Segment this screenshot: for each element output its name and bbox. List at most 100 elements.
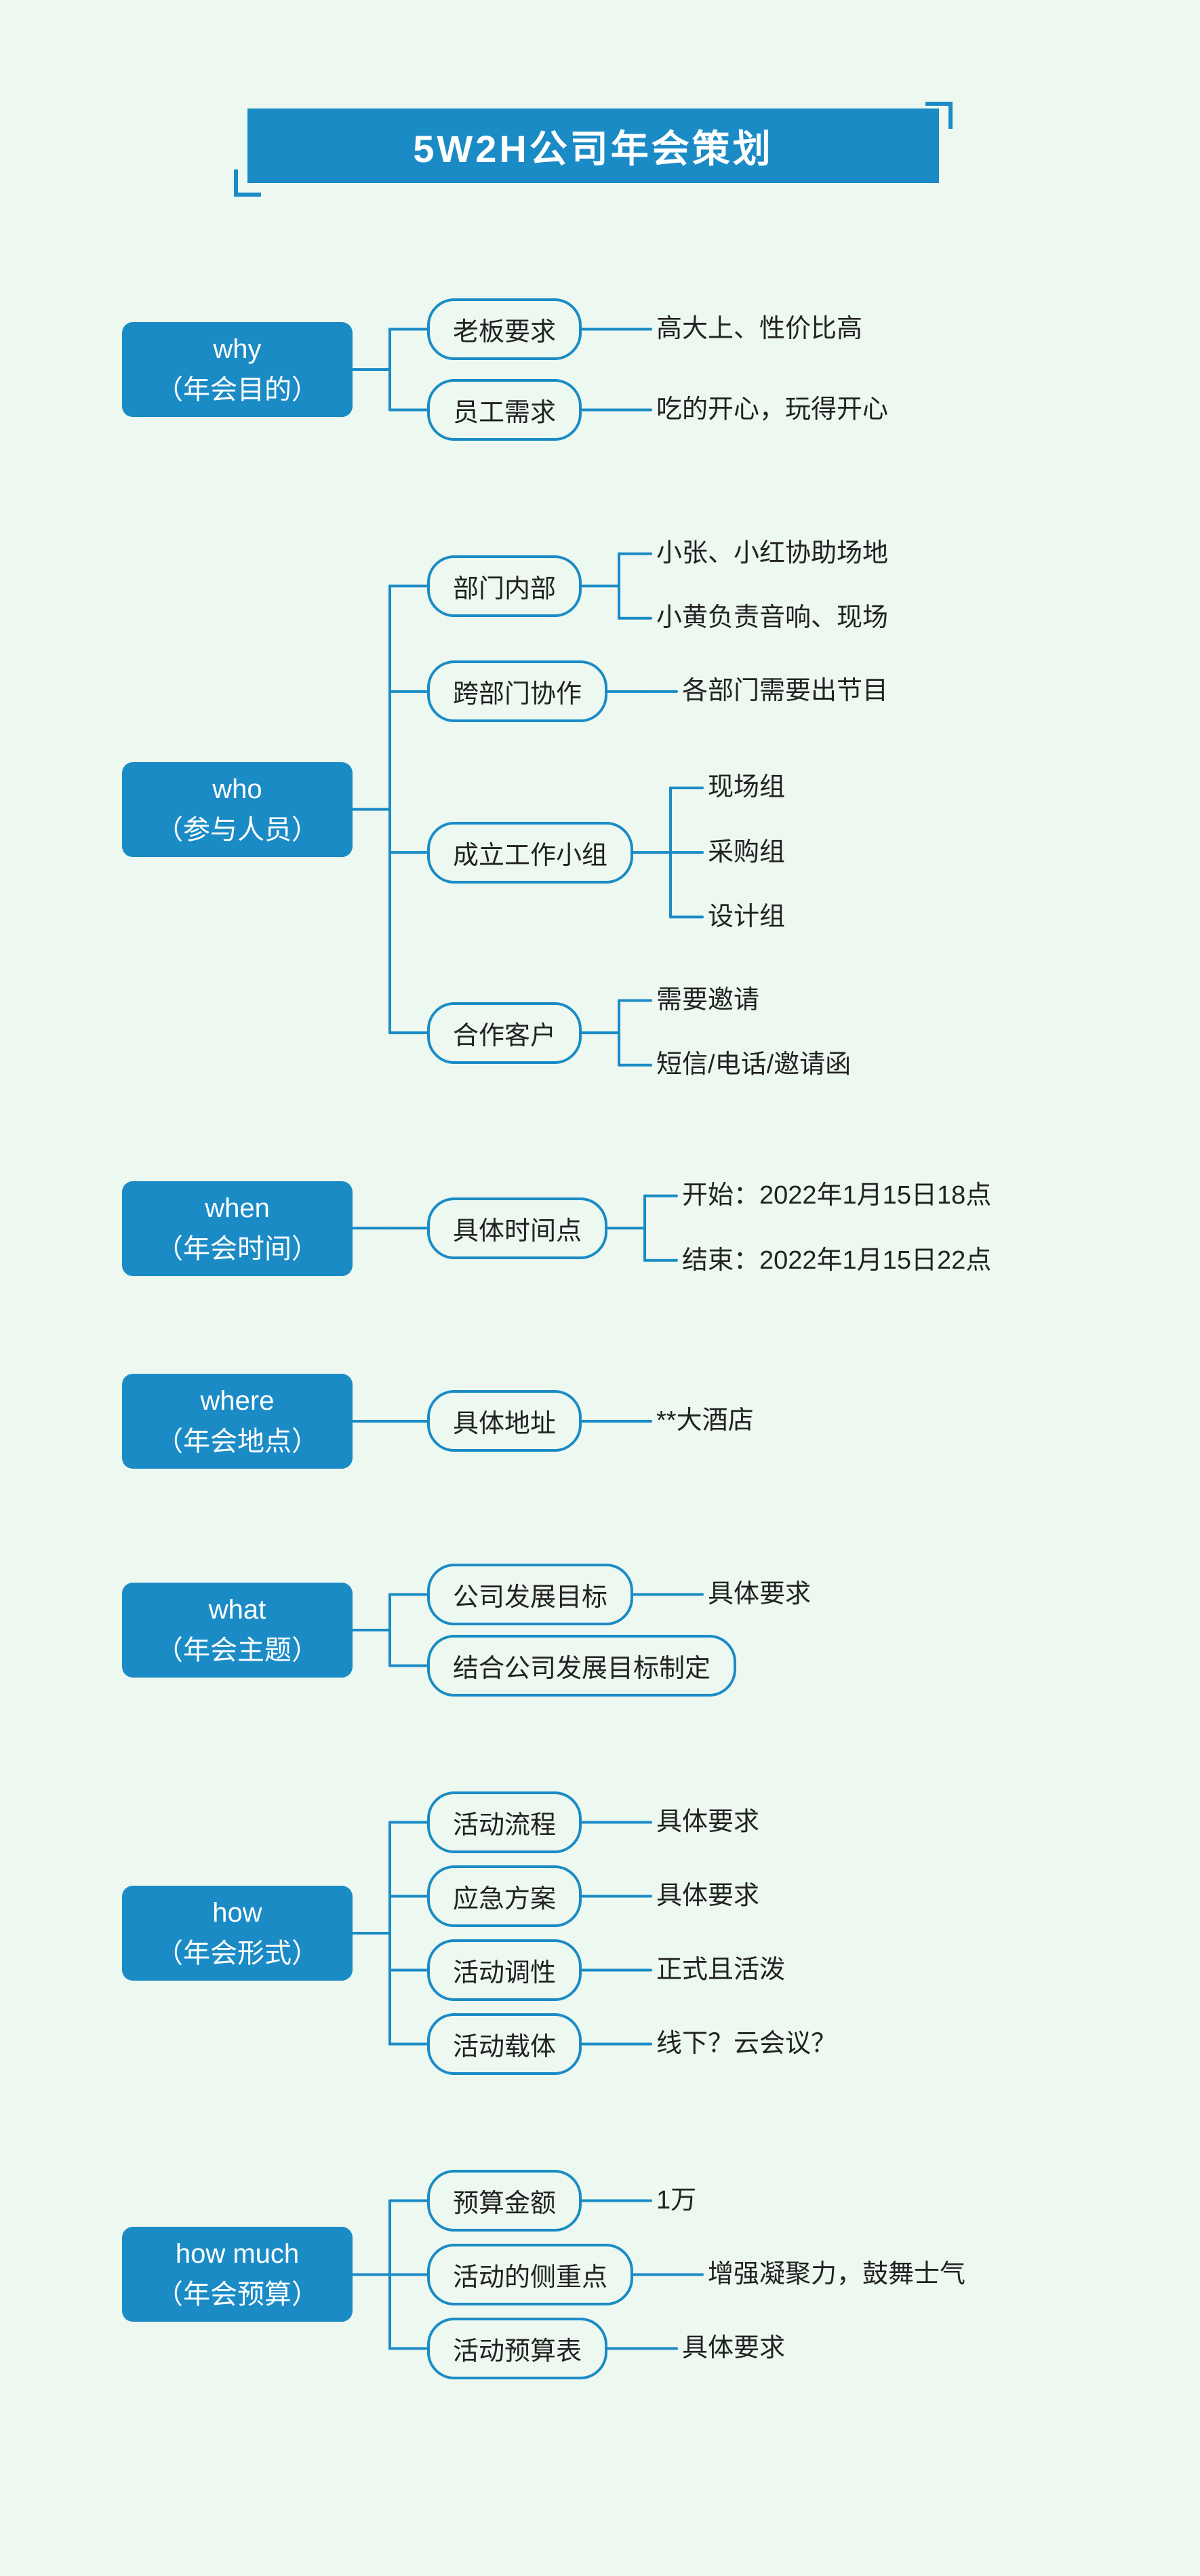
mid-node: 老板要求	[427, 298, 582, 360]
root-label-en: what	[209, 1589, 266, 1630]
mid-node: 成立工作小组	[427, 822, 633, 884]
root-how: how（年会形式）	[122, 1886, 353, 1981]
leaf-column: 线下？云会议？	[656, 2026, 837, 2062]
mid-row: 部门内部 小张、小红协助场地小黄负责音响、现场	[427, 536, 888, 636]
leaf-node: 具体要求	[656, 1804, 759, 1840]
leaf-node: 具体要求	[708, 1577, 811, 1612]
section-where: where（年会地点） 具体地址 **大酒店	[34, 1374, 1166, 1469]
mid-node: 跨部门协作	[427, 660, 607, 722]
mid-column: 活动流程具体要求应急方案具体要求活动调性正式且活泼活动载体线下？云会议？	[427, 1791, 837, 2075]
leaf-node: 正式且活泼	[656, 1952, 785, 1988]
root-where: where（年会地点）	[122, 1374, 353, 1469]
leaf-node: 短信/电话/邀请函	[656, 1047, 851, 1083]
leaf-node: 具体要求	[682, 2331, 785, 2366]
leaf-node: 吃的开心，玩得开心	[656, 392, 888, 428]
leaf-column: 吃的开心，玩得开心	[656, 392, 888, 428]
mid-column: 老板要求 高大上、性价比高员工需求 吃的开心，玩得开心	[427, 298, 888, 441]
root-label-en: how	[212, 1893, 262, 1933]
mid-node: 员工需求	[427, 379, 582, 441]
mid-row: 预算金额 1万	[427, 2170, 965, 2232]
leaf-node: 结束：2022年1月15日22点	[682, 1243, 991, 1279]
mid-row: 公司发展目标 具体要求	[427, 1564, 811, 1625]
leaf-node: 小黄负责音响、现场	[656, 600, 888, 636]
section-why: why（年会目的） 老板要求 高大上、性价比高员工需求 吃的开心，玩得开心	[34, 298, 1166, 441]
mid-row: 跨部门协作 各部门需要出节目	[427, 660, 888, 722]
root-label-en: how much	[176, 2234, 299, 2274]
root-label-zh: （年会预算）	[156, 2274, 319, 2315]
root-label-en: why	[213, 329, 261, 370]
mid-node: 部门内部	[427, 555, 582, 617]
root-what: what（年会主题）	[122, 1583, 353, 1678]
mid-row: 员工需求 吃的开心，玩得开心	[427, 379, 888, 441]
leaf-node: 高大上、性价比高	[656, 311, 862, 347]
root-label-zh: （年会地点）	[156, 1421, 319, 1462]
mid-row: 老板要求 高大上、性价比高	[427, 298, 888, 360]
section-howmuch: how much（年会预算） 预算金额 1万活动的侧重点增强凝聚力，鼓舞士气活动预算…	[34, 2170, 1166, 2379]
mid-node: 公司发展目标	[427, 1564, 633, 1625]
root-label-en: who	[212, 769, 262, 810]
mid-column: 具体地址 **大酒店	[427, 1390, 754, 1452]
mid-row: 活动的侧重点增强凝聚力，鼓舞士气	[427, 2244, 965, 2305]
leaf-column: **大酒店	[656, 1403, 754, 1439]
leaf-node: 具体要求	[656, 1878, 759, 1914]
mid-node: 预算金额	[427, 2170, 582, 2232]
section-who: who（参与人员）部门内部小张、小红协助场地小黄负责音响、现场跨部门协作各部门需…	[34, 536, 1166, 1083]
leaf-node: 需要邀请	[656, 983, 851, 1018]
leaf-node: 设计组	[708, 899, 785, 935]
mid-node: 合作客户	[427, 1002, 582, 1064]
root-label-zh: （参与人员）	[156, 810, 319, 850]
root-who: who（参与人员）	[122, 762, 353, 857]
leaf-column: 高大上、性价比高	[656, 311, 862, 347]
mid-node: 活动预算表	[427, 2318, 607, 2379]
root-when: when（年会时间）	[122, 1181, 353, 1276]
leaf-node: 小张、小红协助场地	[656, 536, 888, 572]
leaf-column: 具体要求	[656, 1804, 759, 1840]
leaf-column: 具体要求	[656, 1878, 759, 1914]
leaf-node: 线下？云会议？	[656, 2026, 837, 2062]
leaf-node: 现场组	[708, 770, 785, 806]
root-label-zh: （年会时间）	[156, 1229, 319, 1269]
root-label-en: when	[205, 1188, 270, 1229]
title-wrap: 5W2H公司年会策划	[247, 102, 953, 190]
mid-row: 活动调性正式且活泼	[427, 1939, 837, 2001]
mid-row: 具体时间点 开始：2022年1月15日18点结束：2022年1月15日22点	[427, 1178, 991, 1278]
leaf-column: 具体要求	[708, 1577, 811, 1612]
mid-row: 合作客户 需要邀请短信/电话/邀请函	[427, 983, 888, 1083]
leaf-column: 小张、小红协助场地小黄负责音响、现场	[656, 536, 888, 636]
mid-node: 活动流程	[427, 1791, 582, 1853]
section-how: how（年会形式）活动流程具体要求应急方案具体要求活动调性正式且活泼活动载体线下…	[34, 1791, 1166, 2075]
leaf-column: 增强凝聚力，鼓舞士气	[708, 2257, 965, 2293]
root-howmuch: how much（年会预算）	[122, 2227, 353, 2322]
leaf-column: 现场组采购组设计组	[708, 770, 785, 935]
section-when: when（年会时间） 具体时间点 开始：2022年1月15日18点结束：2022年1…	[34, 1178, 1166, 1278]
diagram-title: 5W2H公司年会策划	[247, 108, 939, 183]
leaf-column: 各部门需要出节目	[682, 673, 888, 709]
leaf-node: 各部门需要出节目	[682, 673, 888, 709]
leaf-node: 采购组	[708, 835, 785, 871]
diagram-canvas: 5W2H公司年会策划 why（年会目的） 老板要求 高大上、性价比高员工需求 吃的开心…	[34, 102, 1166, 2379]
leaf-column: 1万	[656, 2183, 696, 2219]
mid-row: 成立工作小组 现场组采购组设计组	[427, 770, 888, 935]
leaf-column: 开始：2022年1月15日18点结束：2022年1月15日22点	[682, 1178, 991, 1278]
mid-column: 公司发展目标 具体要求结合公司发展目标制定	[427, 1564, 811, 1697]
mid-row: 活动预算表 具体要求	[427, 2318, 965, 2379]
mid-node: 具体地址	[427, 1390, 582, 1452]
root-label-zh: （年会目的）	[156, 370, 319, 410]
leaf-node: 1万	[656, 2183, 696, 2219]
mid-row: 结合公司发展目标制定	[427, 1635, 811, 1697]
mid-node: 应急方案	[427, 1865, 582, 1927]
leaf-column: 正式且活泼	[656, 1952, 785, 1988]
mid-node: 具体时间点	[427, 1197, 607, 1259]
section-what: what（年会主题） 公司发展目标 具体要求结合公司发展目标制定	[34, 1564, 1166, 1697]
mid-column: 预算金额 1万活动的侧重点增强凝聚力，鼓舞士气活动预算表 具体要求	[427, 2170, 965, 2379]
leaf-node: 开始：2022年1月15日18点	[682, 1178, 991, 1214]
leaf-column: 具体要求	[682, 2331, 785, 2366]
sections-container: why（年会目的） 老板要求 高大上、性价比高员工需求 吃的开心，玩得开心 who（参与…	[34, 298, 1166, 2379]
mid-node: 结合公司发展目标制定	[427, 1635, 736, 1697]
root-label-zh: （年会主题）	[156, 1630, 319, 1671]
leaf-node: **大酒店	[656, 1403, 754, 1439]
root-label-zh: （年会形式）	[156, 1933, 319, 1974]
mid-node: 活动载体	[427, 2013, 582, 2075]
root-why: why（年会目的）	[122, 322, 353, 417]
mid-row: 应急方案 具体要求	[427, 1865, 837, 1927]
